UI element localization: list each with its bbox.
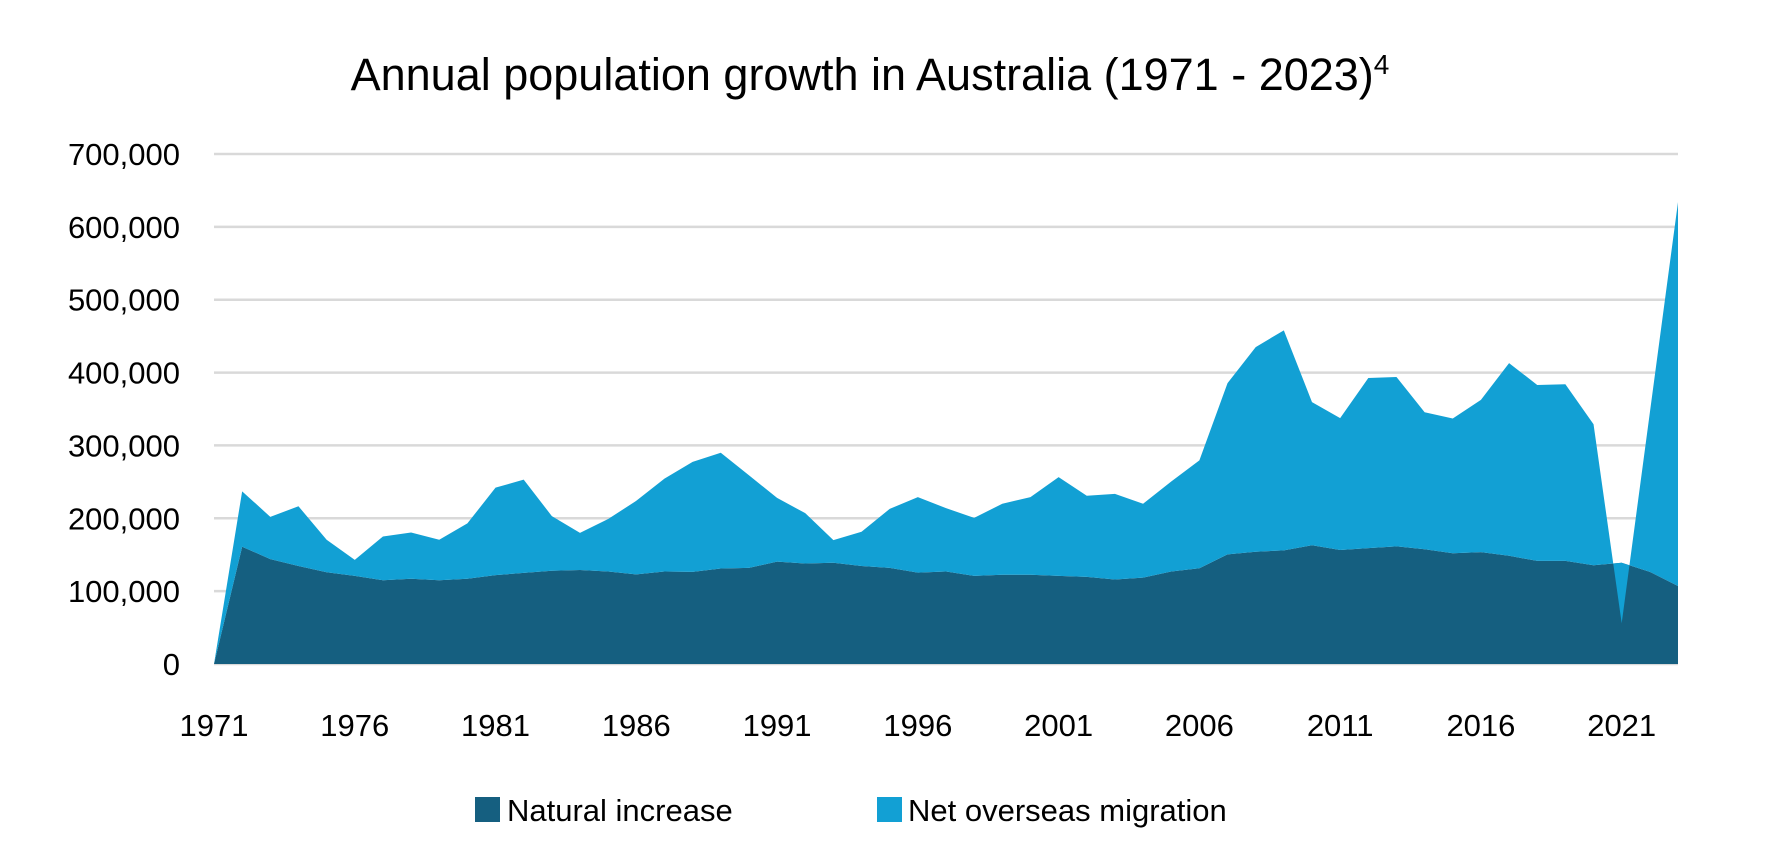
area-natural-increase (214, 545, 1678, 664)
title-superscript: 4 (1374, 49, 1390, 80)
x-tick-label: 1991 (743, 708, 812, 743)
y-tick-label: 200,000 (68, 501, 180, 536)
x-tick-label: 2006 (1165, 708, 1234, 743)
x-tick-label: 1971 (180, 708, 249, 743)
x-tick-label: 2016 (1446, 708, 1515, 743)
x-tick-label: 2001 (1024, 708, 1093, 743)
x-tick-label: 1976 (320, 708, 389, 743)
legend-swatch-natural-increase (475, 797, 500, 822)
y-tick-label: 300,000 (68, 428, 180, 463)
y-tick-label: 600,000 (68, 210, 180, 245)
x-axis: 1971 1976 1981 1986 1991 1996 2001 2006 2011 2016… (180, 708, 1657, 743)
legend: Natural increase Net overseas migration (475, 793, 1227, 828)
x-tick-label: 2011 (1307, 708, 1374, 743)
legend-label-natural-increase: Natural increase (507, 793, 733, 828)
legend-label-net-overseas-migration: Net overseas migration (908, 793, 1227, 828)
y-tick-label: 400,000 (68, 356, 180, 391)
x-tick-label: 1981 (461, 708, 530, 743)
x-tick-label: 2021 (1587, 708, 1656, 743)
chart-title: Annual population growth in Australia (1… (351, 49, 1390, 100)
y-tick-label: 0 (163, 647, 180, 682)
x-tick-label: 1986 (602, 708, 671, 743)
area-net-overseas-migration (214, 202, 1678, 665)
plot-areas (214, 202, 1678, 665)
y-axis: 0 100,000 200,000 300,000 400,000 500,000 600,… (68, 137, 180, 682)
y-tick-label: 100,000 (68, 574, 180, 609)
y-tick-label: 500,000 (68, 283, 180, 318)
x-tick-label: 1996 (883, 708, 952, 743)
legend-swatch-net-overseas-migration (877, 797, 902, 822)
y-tick-label: 700,000 (68, 137, 180, 172)
